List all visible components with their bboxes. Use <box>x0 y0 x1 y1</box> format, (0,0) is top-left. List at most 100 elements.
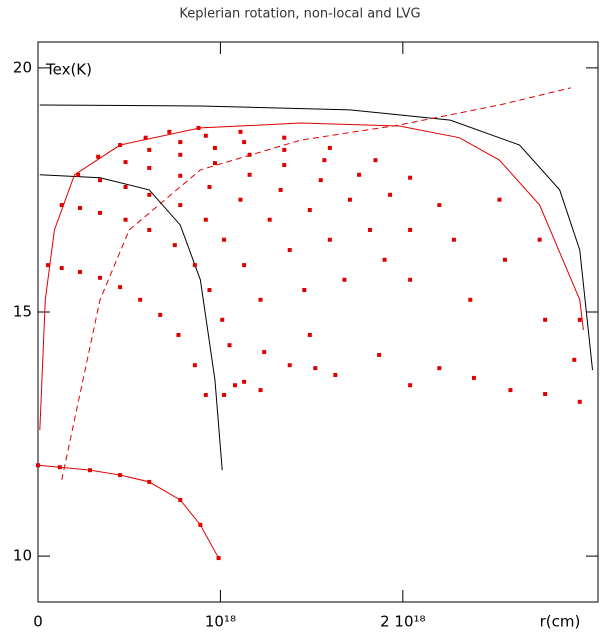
marker <box>77 269 82 274</box>
marker <box>46 263 51 268</box>
marker <box>207 288 212 293</box>
marker <box>98 210 103 215</box>
marker <box>471 375 476 380</box>
marker <box>247 152 252 157</box>
marker <box>222 392 227 397</box>
marker <box>178 152 183 157</box>
marker <box>158 312 163 317</box>
marker <box>258 297 263 302</box>
marker <box>98 275 103 280</box>
marker <box>192 263 197 268</box>
marker <box>212 145 217 150</box>
series-line <box>39 122 584 431</box>
marker <box>408 227 413 232</box>
series-line <box>39 104 594 371</box>
marker <box>216 556 221 561</box>
marker <box>543 317 548 322</box>
marker <box>577 317 582 322</box>
marker <box>233 383 238 388</box>
marker <box>408 383 413 388</box>
marker <box>318 178 323 183</box>
x-tick-label: 0 <box>33 613 43 631</box>
marker <box>118 285 123 290</box>
marker <box>192 363 197 368</box>
marker <box>342 277 347 282</box>
marker <box>322 158 327 163</box>
marker <box>437 366 442 371</box>
marker <box>147 192 152 197</box>
marker <box>87 468 92 473</box>
marker <box>468 297 473 302</box>
marker <box>278 187 283 192</box>
marker <box>282 163 287 168</box>
marker <box>258 388 263 393</box>
marker <box>203 217 208 222</box>
marker <box>118 473 123 478</box>
marker <box>143 135 148 140</box>
marker <box>572 357 577 362</box>
marker <box>98 178 103 183</box>
marker <box>408 277 413 282</box>
marker <box>287 247 292 252</box>
marker <box>238 129 243 134</box>
marker <box>502 257 507 262</box>
marker <box>543 392 548 397</box>
marker <box>198 522 203 527</box>
marker <box>287 363 292 368</box>
marker <box>167 129 172 134</box>
y-tick-label: 15 <box>13 302 32 320</box>
series-line <box>61 87 571 481</box>
marker <box>59 266 64 271</box>
y-tick-label: 10 <box>13 547 32 565</box>
marker <box>178 140 183 145</box>
y-tick-label: 20 <box>13 58 32 76</box>
marker <box>333 372 338 377</box>
x-axis-label: r(cm) <box>540 613 581 631</box>
marker <box>220 317 225 322</box>
marker <box>497 197 502 202</box>
chart-title: Keplerian rotation, non-local and LVG <box>179 7 420 22</box>
marker <box>178 173 183 178</box>
marker <box>382 257 387 262</box>
marker <box>227 343 232 348</box>
marker <box>267 217 272 222</box>
marker <box>357 172 362 177</box>
marker <box>123 185 128 190</box>
marker <box>76 172 81 177</box>
marker <box>196 125 201 130</box>
plot-frame <box>37 41 599 603</box>
marker <box>178 497 183 502</box>
marker <box>408 175 413 180</box>
marker <box>307 207 312 212</box>
marker <box>178 203 183 208</box>
marker <box>242 379 247 384</box>
marker <box>123 217 128 222</box>
marker <box>437 203 442 208</box>
marker <box>57 465 62 470</box>
marker <box>203 392 208 397</box>
marker <box>242 140 247 145</box>
marker <box>327 145 332 150</box>
marker <box>282 135 287 140</box>
series-line <box>37 464 220 559</box>
x-tick-label: 10¹⁸ <box>205 613 236 631</box>
marker <box>118 143 123 148</box>
marker <box>147 165 152 170</box>
marker <box>347 197 352 202</box>
marker <box>377 352 382 357</box>
marker <box>302 288 307 293</box>
marker <box>123 160 128 165</box>
marker <box>212 161 217 166</box>
marker <box>147 147 152 152</box>
marker <box>147 479 152 484</box>
marker <box>138 297 143 302</box>
marker <box>147 227 152 232</box>
marker <box>172 243 177 248</box>
marker <box>451 237 456 242</box>
marker <box>373 158 378 163</box>
marker <box>327 237 332 242</box>
x-tick-label: 2 10¹⁸ <box>380 613 425 631</box>
marker <box>577 399 582 404</box>
marker <box>388 192 393 197</box>
